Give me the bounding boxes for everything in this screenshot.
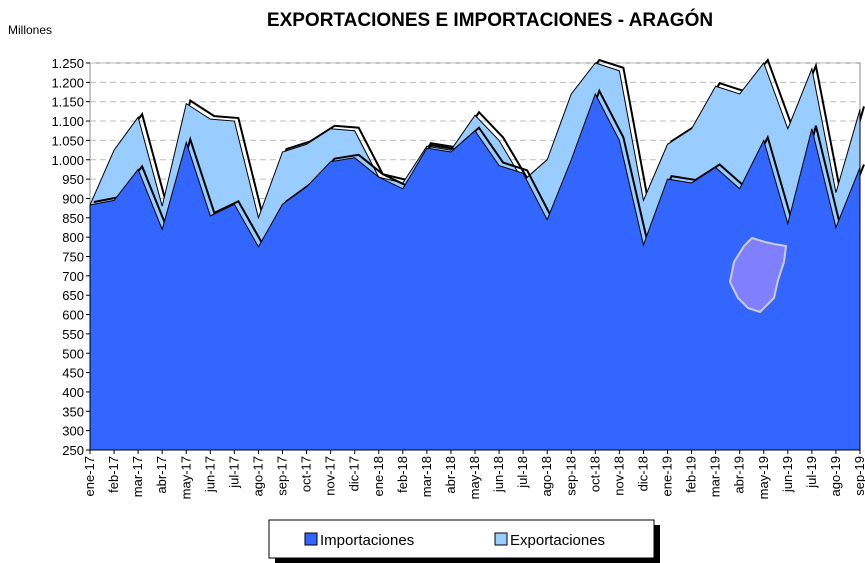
y-tick-label: 450 <box>62 366 84 381</box>
x-tick-label: mar-18 <box>419 456 434 497</box>
x-tick-label: jun-18 <box>491 456 506 493</box>
series-edge <box>93 88 865 246</box>
y-tick-label: 900 <box>62 191 84 206</box>
region-map <box>728 236 788 314</box>
x-tick-label: nov-18 <box>611 456 626 496</box>
y-tick-label: 800 <box>62 230 84 245</box>
y-tick-label: 950 <box>62 172 84 187</box>
y-tick-label: 500 <box>62 346 84 361</box>
y-tick-label: 1.150 <box>51 95 84 110</box>
x-tick-label: mar-19 <box>708 456 723 497</box>
x-tick-label: dic-18 <box>635 456 650 491</box>
x-tick-label: may-19 <box>756 456 771 499</box>
x-tick-label: dic-17 <box>347 456 362 491</box>
y-tick-label: 250 <box>62 443 84 458</box>
y-tick-label: 600 <box>62 308 84 323</box>
x-tick-label: ene-19 <box>660 456 675 496</box>
x-tick-label: sep-17 <box>275 456 290 496</box>
legend-label: Exportaciones <box>510 532 605 549</box>
x-tick-label: ago-18 <box>539 456 554 496</box>
x-tick-label: feb-19 <box>684 456 699 493</box>
x-tick-label: oct-18 <box>587 456 602 492</box>
y-tick-label: 1.250 <box>51 56 84 71</box>
x-tick-label: ene-18 <box>371 456 386 496</box>
x-tick-label: jul-18 <box>515 456 530 489</box>
y-tick-label: 350 <box>62 404 84 419</box>
x-tick-label: abr-19 <box>732 456 747 494</box>
legend <box>268 519 655 559</box>
x-tick-label: ago-19 <box>828 456 843 496</box>
x-tick-label: may-17 <box>178 456 193 499</box>
legend-swatch <box>304 532 318 546</box>
y-tick-label: 400 <box>62 385 84 400</box>
x-tick-label: mar-17 <box>130 456 145 497</box>
y-tick-label: 1.050 <box>51 133 84 148</box>
x-tick-label: jun-17 <box>202 456 217 493</box>
series-edge <box>93 57 865 219</box>
y-tick-label: 1.100 <box>51 114 84 129</box>
x-tick-label: sep-18 <box>563 456 578 496</box>
y-tick-label: 550 <box>62 327 84 342</box>
legend-label: Importaciones <box>320 532 414 549</box>
y-axis-label: Millones <box>8 23 52 37</box>
y-tick-label: 700 <box>62 269 84 284</box>
y-tick-label: 750 <box>62 250 84 265</box>
x-tick-label: oct-17 <box>299 456 314 492</box>
y-tick-label: 1.200 <box>51 75 84 90</box>
y-tick-label: 650 <box>62 288 84 303</box>
x-tick-label: feb-17 <box>106 456 121 493</box>
x-tick-label: abr-18 <box>443 456 458 494</box>
y-tick-label: 850 <box>62 211 84 226</box>
series-area <box>89 92 861 451</box>
x-tick-label: abr-17 <box>154 456 169 494</box>
x-tick-label: ene-17 <box>82 456 97 496</box>
x-tick-label: jul-17 <box>226 456 241 489</box>
legend-swatch <box>494 532 508 546</box>
x-tick-label: jul-19 <box>804 456 819 489</box>
x-tick-label: may-18 <box>467 456 482 499</box>
x-tick-label: nov-17 <box>323 456 338 496</box>
y-tick-label: 1.000 <box>51 153 84 168</box>
x-tick-label: jun-19 <box>780 456 795 493</box>
y-tick-label: 300 <box>62 424 84 439</box>
chart-title: EXPORTACIONES E IMPORTACIONES - ARAGÓN <box>267 9 713 31</box>
x-tick-label: sep-19 <box>852 456 865 496</box>
x-tick-label: ago-17 <box>250 456 265 496</box>
x-tick-label: feb-18 <box>395 456 410 493</box>
